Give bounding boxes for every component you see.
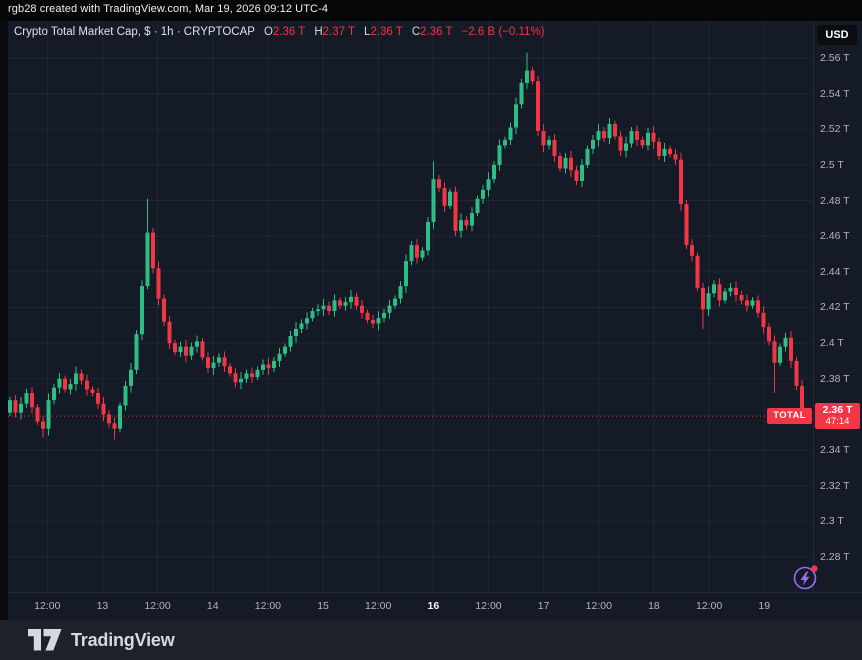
notification-dot <box>811 565 818 572</box>
close-label: C <box>411 26 421 38</box>
time-tick-label: 12:00 <box>475 600 502 612</box>
left-margin <box>0 21 8 620</box>
boost-button[interactable] <box>789 561 823 595</box>
time-tick-label: 14 <box>206 600 219 612</box>
price-tick-label: 2.44 T <box>820 265 850 278</box>
price-tick-label: 2.46 T <box>820 230 850 243</box>
ohlc-low: L2.36 T <box>364 26 403 38</box>
symbol-title[interactable]: Crypto Total Market Cap, $ · 1h · CRYPTO… <box>14 26 255 38</box>
low-label: L <box>364 26 371 38</box>
symbol-legend: Crypto Total Market Cap, $ · 1h · CRYPTO… <box>14 26 544 38</box>
open-label: O <box>263 26 273 38</box>
change-value: −2.6 B (−0.11%) <box>461 26 545 38</box>
time-tick-label: 12:00 <box>365 600 392 612</box>
price-tick-label: 2.56 T <box>820 52 850 64</box>
price-tick-label: 2.52 T <box>820 123 850 136</box>
time-tick-label: 17 <box>537 600 550 612</box>
time-tick-label: 12:00 <box>585 600 612 612</box>
tradingview-logo[interactable]: TradingView <box>28 629 175 651</box>
time-tick-label: 19 <box>758 600 771 612</box>
price-tick-label: 2.54 T <box>820 87 850 100</box>
price-tick-label: 2.32 T <box>820 479 850 492</box>
lightning-icon <box>800 571 810 586</box>
time-tick-label: 18 <box>648 600 660 612</box>
time-tick-label: 16 <box>427 600 440 612</box>
bar-countdown: 47:14 <box>825 416 850 428</box>
currency-button[interactable]: USD <box>817 25 857 45</box>
low-value: 2.36 T <box>370 26 403 38</box>
price-tick-label: 2.42 T <box>820 301 850 314</box>
last-price-value: 2.36 T <box>822 404 853 417</box>
price-tick-label: 2.28 T <box>820 550 850 563</box>
chart-panel <box>8 21 862 620</box>
footer-bar: TradingView <box>0 620 862 660</box>
brand-text: TradingView <box>71 629 175 650</box>
time-tick-label: 12:00 <box>144 600 171 612</box>
close-value: 2.36 T <box>420 26 453 38</box>
time-tick-label: 15 <box>317 600 329 612</box>
price-tick-label: 2.3 T <box>820 515 844 528</box>
time-tick-label: 12:00 <box>254 600 282 612</box>
time-tick-label: 12:00 <box>695 600 723 612</box>
high-label: H <box>314 26 323 38</box>
ohlc-high: H2.37 T <box>314 26 355 38</box>
tradingview-logo-icon <box>28 629 62 651</box>
price-tick-label: 2.4 T <box>820 337 844 350</box>
attribution-text: rgb28 created with TradingView.com, Mar … <box>8 3 329 15</box>
price-tick-label: 2.34 T <box>820 444 850 457</box>
boost-circle <box>793 566 817 590</box>
price-scale[interactable]: 2.56 T 2.54 T 2.52 T 2.5 T 2.48 T 2.46 T 2.44 … <box>813 21 862 592</box>
price-tick-label: 2.5 T <box>820 158 844 171</box>
price-line-label: TOTAL <box>767 408 812 425</box>
ohlc-open: O2.36 T <box>264 26 305 38</box>
last-price-badge: 2.36 T 47:14 <box>815 403 860 430</box>
time-tick-label: 13 <box>96 600 109 612</box>
time-tick-label: 12:00 <box>34 600 61 612</box>
high-value: 2.37 T <box>322 26 356 38</box>
attribution-bar: rgb28 created with TradingView.com, Mar … <box>0 0 862 21</box>
price-tick-label: 2.48 T <box>820 194 850 207</box>
price-tick-label: 2.38 T <box>820 372 850 385</box>
ohlc-close: C2.36 T <box>412 26 453 38</box>
time-scale[interactable]: 12:00 13 12:00 14 12:00 15 12:00 16 12:00 17 12:00… <box>8 592 862 620</box>
open-value: 2.36 T <box>272 26 306 38</box>
